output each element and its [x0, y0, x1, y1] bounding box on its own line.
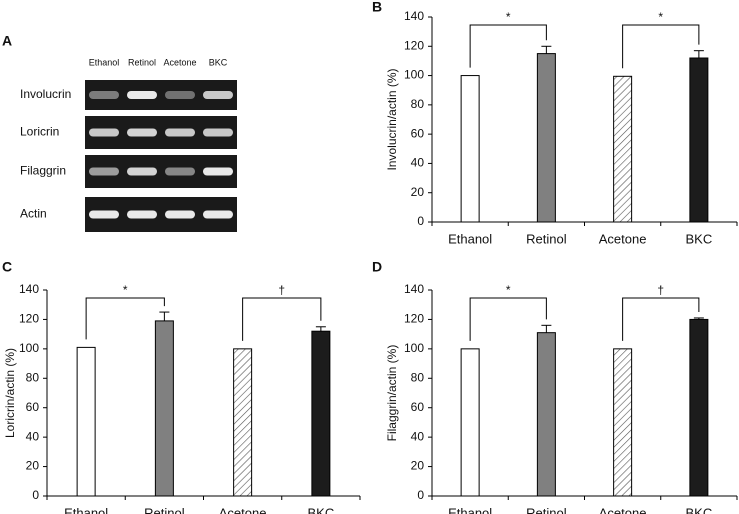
x-tick-label: Acetone — [219, 505, 267, 514]
x-tick-label: BKC — [686, 231, 713, 246]
significance-bracket — [469, 297, 547, 341]
y-tick-label: 0 — [417, 488, 424, 502]
gene-label: Loricrin — [20, 125, 59, 139]
bar — [613, 348, 633, 497]
y-tick-label: 80 — [411, 97, 425, 111]
y-axis-label: Loricrin/actin (%) — [3, 348, 17, 438]
significance-bracket — [469, 24, 547, 68]
lane-label: BKC — [209, 57, 228, 67]
gel-band — [89, 91, 119, 99]
y-tick-label: 80 — [26, 370, 40, 384]
panel-label: B — [372, 0, 382, 15]
panel-label: C — [2, 259, 12, 275]
x-tick-label: Ethanol — [448, 505, 492, 514]
y-axis-label: Involucrin/actin (%) — [385, 68, 399, 170]
y-tick-label: 40 — [411, 429, 425, 443]
gene-label: Involucrin — [20, 87, 71, 101]
gel-band — [127, 210, 157, 219]
gel-band — [165, 128, 195, 137]
y-tick-label: 140 — [404, 9, 424, 23]
gel-band — [203, 128, 233, 137]
gene-label: Actin — [20, 207, 47, 221]
y-tick-label: 20 — [411, 185, 425, 199]
y-tick-label: 140 — [404, 282, 424, 296]
significance-bracket — [622, 297, 700, 341]
gel-band — [89, 167, 119, 176]
gene-label: Filaggrin — [20, 164, 66, 178]
y-tick-label: 100 — [19, 341, 39, 355]
x-tick-label: Acetone — [599, 231, 647, 246]
panel-label: A — [2, 33, 12, 49]
x-tick-label: Ethanol — [448, 231, 492, 246]
y-tick-label: 40 — [26, 429, 40, 443]
gel-band — [89, 128, 119, 137]
significance-bracket — [85, 297, 165, 340]
y-tick-label: 120 — [19, 312, 39, 326]
significance-mark: † — [278, 283, 285, 297]
significance-mark: * — [506, 10, 511, 24]
y-tick-label: 120 — [404, 38, 424, 52]
bar — [689, 318, 709, 497]
bar — [613, 75, 633, 223]
bar — [311, 330, 331, 497]
y-tick-label: 60 — [411, 126, 425, 140]
bar — [460, 348, 480, 497]
gel-band — [89, 210, 119, 219]
y-tick-label: 100 — [404, 341, 424, 355]
bar — [536, 53, 556, 223]
significance-mark: * — [658, 10, 663, 24]
y-tick-label: 60 — [26, 400, 40, 414]
gel-band — [127, 167, 157, 176]
y-tick-label: 140 — [19, 282, 39, 296]
bar — [154, 320, 174, 497]
lane-label: Retinol — [128, 57, 156, 67]
x-tick-label: Retinol — [526, 505, 567, 514]
gel-band — [127, 128, 157, 137]
bar — [460, 75, 480, 223]
gel-band — [203, 91, 233, 99]
y-tick-label: 0 — [417, 214, 424, 228]
gel-band — [165, 91, 195, 99]
panel-label: D — [372, 259, 382, 275]
gel-band — [203, 167, 233, 176]
significance-bracket — [622, 24, 700, 69]
bar — [76, 346, 96, 497]
x-tick-label: Ethanol — [64, 505, 108, 514]
gel-band — [203, 210, 233, 219]
gel-band — [165, 167, 195, 176]
bar — [689, 57, 709, 223]
x-tick-label: Retinol — [144, 505, 185, 514]
y-tick-label: 20 — [411, 459, 425, 473]
gel-band — [165, 210, 195, 219]
bar — [233, 348, 253, 497]
y-tick-label: 100 — [404, 68, 424, 82]
lane-label: Ethanol — [89, 57, 120, 67]
bar — [536, 332, 556, 497]
x-tick-label: Acetone — [599, 505, 647, 514]
y-tick-label: 0 — [32, 488, 39, 502]
lane-label: Acetone — [163, 57, 196, 67]
y-tick-label: 20 — [26, 459, 40, 473]
x-tick-label: Retinol — [526, 231, 567, 246]
significance-mark: † — [657, 283, 664, 297]
x-tick-label: BKC — [686, 505, 713, 514]
significance-mark: * — [123, 283, 128, 297]
x-tick-label: BKC — [308, 505, 335, 514]
y-axis-label: Filaggrin/actin (%) — [385, 345, 399, 442]
y-tick-label: 40 — [411, 156, 425, 170]
gel-band — [127, 91, 157, 99]
y-tick-label: 120 — [404, 312, 424, 326]
y-tick-label: 80 — [411, 370, 425, 384]
significance-bracket — [242, 297, 322, 341]
y-tick-label: 60 — [411, 400, 425, 414]
significance-mark: * — [506, 283, 511, 297]
